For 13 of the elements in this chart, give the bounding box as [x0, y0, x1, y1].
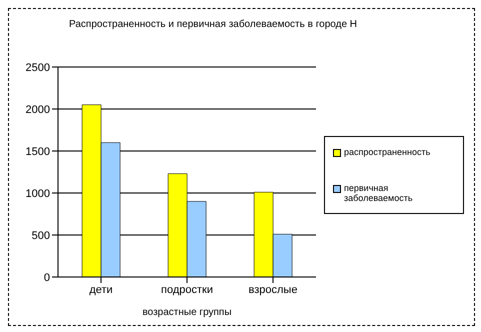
x-tick-label: подростки [161, 284, 213, 296]
x-axis-title: возрастные группы [142, 307, 232, 318]
y-tick-label: 500 [32, 230, 50, 242]
legend-label: распространенность [344, 147, 430, 157]
y-tick-label: 2000 [26, 104, 50, 116]
x-tick-label: дети [89, 284, 113, 296]
chart-title: Распространенность и первичная заболеваемость в городе Н [69, 19, 358, 30]
y-tick-label: 1000 [26, 188, 50, 200]
y-tick-label: 1500 [26, 146, 50, 158]
legend-label: первичная заболеваемость [344, 183, 414, 203]
x-tick-label: взрослые [248, 284, 298, 296]
y-tick-label: 2500 [26, 62, 50, 74]
y-tick-label: 0 [44, 272, 50, 284]
